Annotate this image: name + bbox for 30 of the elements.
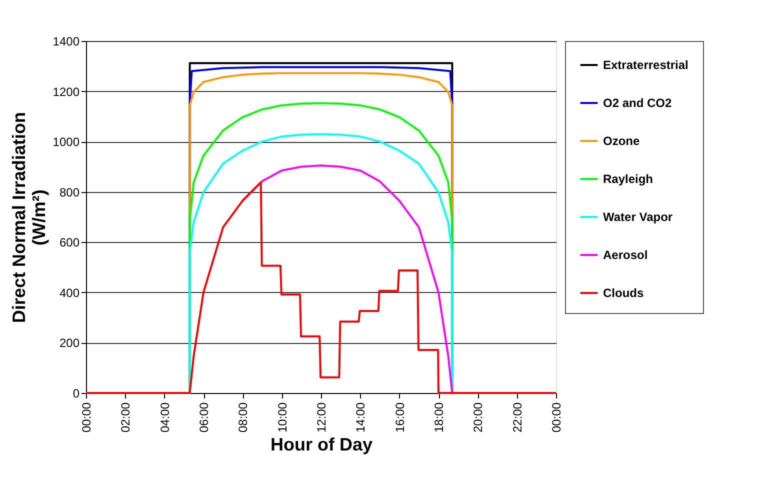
x-tick-label: 22:00 <box>510 402 524 433</box>
legend-label: Clouds <box>603 286 644 300</box>
legend-label: Aerosol <box>603 248 648 262</box>
y-tick-label: 800 <box>59 185 80 200</box>
y-tick-label: 1400 <box>52 34 80 48</box>
x-tick-label: 20:00 <box>471 402 486 433</box>
y-tick-label: 200 <box>59 336 80 350</box>
legend-label: Ozone <box>603 134 640 148</box>
legend-label: O2 and CO2 <box>603 96 672 110</box>
legend-label: Extraterrestrial <box>603 58 688 72</box>
x-tick-label: 06:00 <box>197 402 211 433</box>
x-tick-label: 00:00 <box>80 402 94 433</box>
y-tick-label: 1000 <box>52 135 80 150</box>
x-tick-label: 14:00 <box>354 402 368 433</box>
legend-label: Water Vapor <box>603 210 673 224</box>
x-tick-label: 18:00 <box>432 402 446 433</box>
y-tick-label: 0 <box>72 386 80 400</box>
x-axis-title: Hour of Day <box>270 434 373 455</box>
x-tick-label: 08:00 <box>236 402 250 433</box>
x-tick-label: 02:00 <box>118 402 133 433</box>
y-tick-label: 600 <box>59 236 80 250</box>
x-tick-label: 12:00 <box>314 402 328 433</box>
x-tick-label: 10:00 <box>275 402 290 433</box>
x-tick-label: 04:00 <box>158 402 172 433</box>
x-tick-label: 16:00 <box>392 402 407 433</box>
legend-label: Rayleigh <box>603 172 654 186</box>
y-tick-label: 400 <box>59 286 80 300</box>
x-tick-label: 00:00 <box>550 402 564 433</box>
y-tick-label: 1200 <box>52 84 80 99</box>
y-axis-title: Direct Normal Irradiation (W/m²) <box>8 112 49 324</box>
